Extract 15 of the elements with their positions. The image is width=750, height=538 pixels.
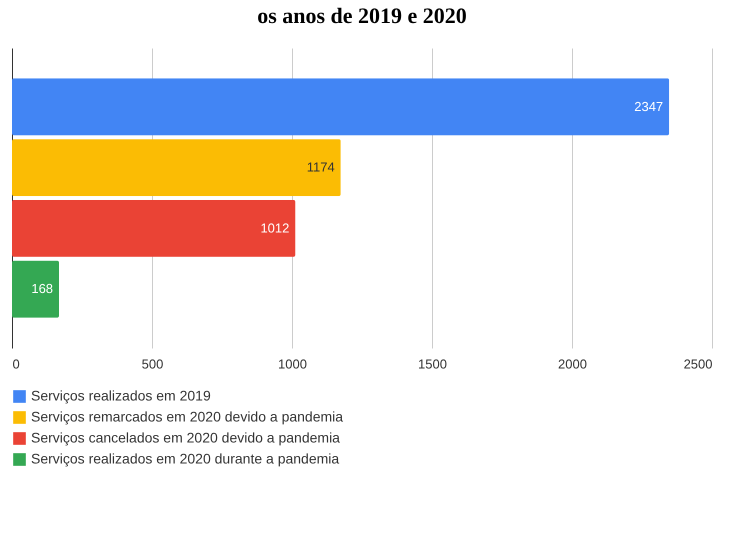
data-label: 2347 (634, 98, 664, 114)
x-tick-label: 0 (12, 356, 20, 372)
data-label: 1174 (306, 160, 335, 175)
x-tick-label: 2500 (684, 356, 712, 372)
legend-label: Serviços realizados em 2020 durante a pandemia (31, 450, 340, 466)
x-tick-label: 1500 (418, 356, 447, 372)
data-label: 168 (31, 281, 54, 296)
legend-label: Serviços cancelados em 2020 devido a pandemia (31, 430, 340, 446)
legend-label: Serviços realizados em 2019 (31, 388, 211, 404)
chart-title: os anos de 2019 e 2020 (257, 3, 467, 28)
legend-label: Serviços remarcados em 2020 devido a pandemia (31, 408, 344, 424)
x-tick-label: 2000 (558, 356, 587, 372)
data-label: 1012 (260, 220, 290, 236)
x-tick-label: 1000 (278, 356, 307, 372)
x-tick-label: 500 (142, 356, 164, 372)
